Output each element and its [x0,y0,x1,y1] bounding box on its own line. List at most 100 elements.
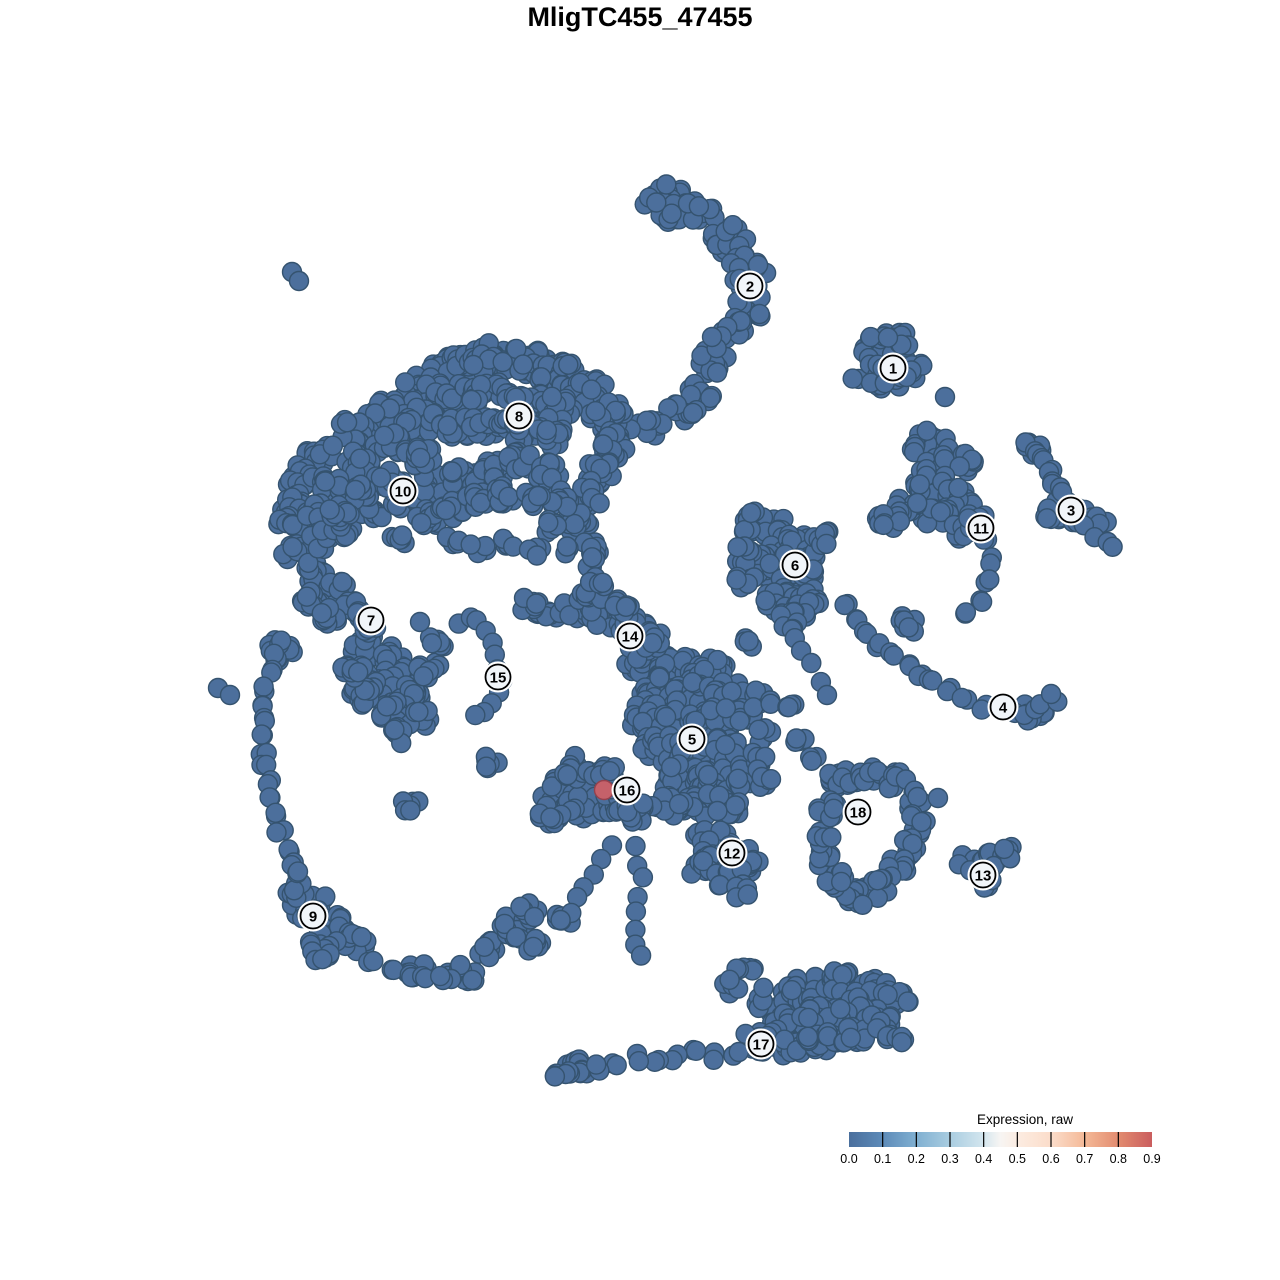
data-point [661,203,682,224]
data-point [536,419,557,441]
cluster-label-text: 14 [622,628,639,645]
expression-legend: 0.0 0.1 0.2 0.3 0.4 0.5 0.6 0.7 0.8 0.9 Expression… [840,1112,1160,1166]
data-point [265,802,286,823]
data-point [816,684,838,706]
data-point [891,1031,912,1053]
cluster-label-text: 15 [490,669,507,686]
data-point [376,696,397,717]
data-point [498,486,519,507]
data-point [628,1050,649,1072]
scatter-points-layer [207,174,1123,1087]
data-point [559,605,580,626]
data-point [441,461,463,482]
data-point [823,798,844,819]
data-point [474,936,495,957]
data-point [701,326,723,348]
data-point [889,511,911,532]
data-point [832,964,853,986]
data-point [831,871,852,893]
data-point [738,630,759,652]
data-point [830,998,851,1020]
data-point [979,569,1000,590]
data-point [349,448,371,469]
data-point [219,684,241,706]
data-point [630,945,652,966]
data-point [1102,536,1123,557]
data-point [715,698,736,719]
data-point [661,757,682,778]
data-point [556,536,578,557]
data-point [971,591,993,612]
data-point [538,512,559,533]
legend-colorbar [849,1132,1152,1147]
cluster-label-text: 6 [791,557,799,574]
data-point [527,485,549,507]
data-point [476,756,497,777]
data-point [351,926,372,948]
data-point [873,514,894,536]
cluster-label-text: 8 [515,408,523,425]
data-point [902,833,923,855]
data-point [462,969,483,991]
data-point [510,896,531,917]
data-point [437,415,458,436]
cluster-label-6: 6 [779,549,811,581]
data-point [877,327,899,348]
cluster-label-text: 2 [746,278,754,295]
data-point [282,536,303,558]
data-point [955,602,977,623]
legend-tick-label: 0.8 [1110,1152,1127,1166]
cluster-label-text: 5 [688,731,696,748]
data-point [615,596,637,617]
data-point [586,1054,607,1075]
cluster-label-4: 4 [987,691,1019,723]
data-point [911,811,932,833]
data-point [557,764,578,786]
cluster-label-text: 16 [619,782,636,799]
data-point [465,704,486,726]
data-point [748,719,769,740]
data-point [692,850,714,872]
data-point [322,435,343,456]
data-point [589,493,610,514]
cluster-label-9: 9 [297,900,329,932]
data-point [410,447,431,469]
cluster-label-12: 12 [716,837,748,869]
data-point [411,512,432,534]
data-point [852,894,873,915]
data-point [593,779,615,801]
data-point [311,603,332,624]
cluster-label-3: 3 [1055,494,1087,526]
data-point [821,827,842,848]
data-point [544,1066,566,1087]
data-point [729,710,750,732]
data-point [898,617,919,638]
data-point [312,949,333,970]
cluster-label-18: 18 [842,796,874,828]
data-point [927,787,949,809]
data-point [253,676,274,697]
data-point [737,884,758,905]
data-point [558,354,579,375]
cluster-label-text: 12 [724,845,741,862]
data-point [391,525,413,546]
data-point [688,196,710,217]
data-point [430,965,451,987]
data-point [581,379,602,400]
data-point [727,537,748,558]
data-point [930,501,951,523]
data-point [332,572,353,593]
data-point [636,410,657,431]
data-point [526,545,548,566]
data-point [421,633,443,654]
cluster-label-15: 15 [482,661,514,693]
data-point [581,547,603,568]
data-point [384,719,405,740]
data-point [703,1049,724,1071]
data-point [585,401,606,422]
data-point [867,870,888,891]
data-point [625,901,647,922]
data-point [646,192,667,213]
data-point [934,386,956,408]
